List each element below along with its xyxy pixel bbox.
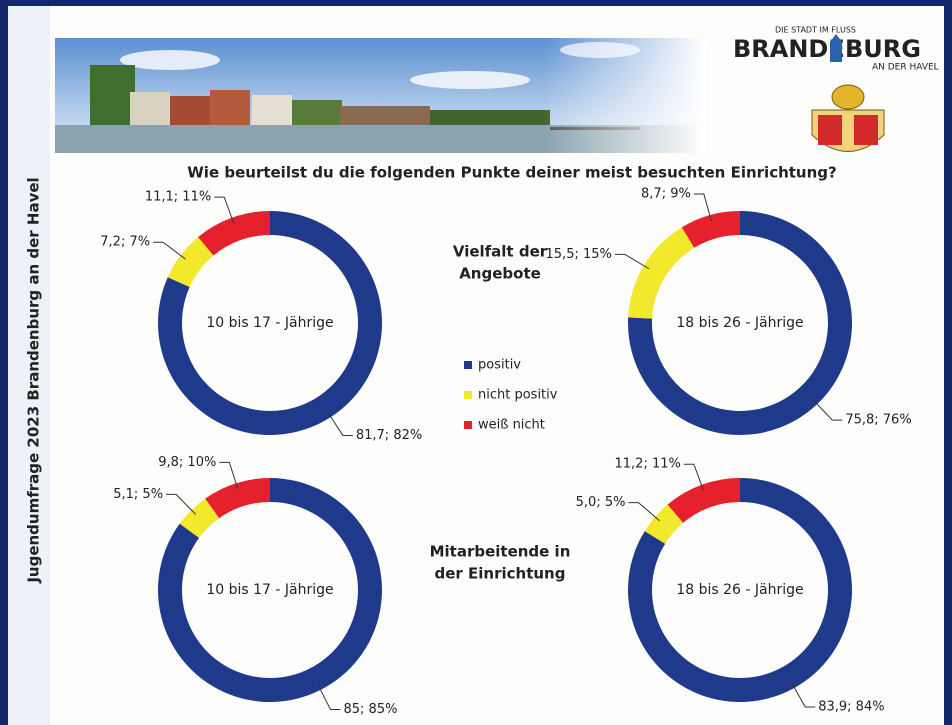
legend-swatch: [464, 361, 472, 369]
border-right: [944, 0, 952, 725]
legend-label: positiv: [478, 358, 521, 373]
center-label: 18 bis 26 - Jährige: [676, 582, 803, 598]
leader-line: [153, 241, 186, 260]
value-label: 11,2; 11%: [615, 457, 681, 472]
leader-line: [317, 684, 341, 711]
leader-line: [614, 253, 650, 270]
logo-name-end: BURG: [845, 35, 921, 63]
logo-name: BRANDE: [733, 35, 845, 63]
legend-label: weiß nicht: [478, 418, 545, 433]
leader-line: [214, 196, 235, 224]
section-label: Mitarbeitende in: [430, 543, 571, 561]
logo-tower: [830, 34, 842, 62]
donut-slice: [179, 498, 220, 538]
leader-line: [219, 461, 239, 490]
value-label: 15,5; 15%: [546, 247, 612, 262]
logo-subline: AN DER HAVEL: [872, 63, 939, 73]
leader-line: [791, 682, 816, 708]
center-label: 10 bis 17 - Jährige: [206, 315, 333, 331]
coat-of-arms: [811, 84, 885, 152]
value-label: 85; 85%: [344, 702, 398, 717]
leader-line: [812, 399, 843, 421]
donut-slice: [205, 478, 270, 519]
border-top: [0, 0, 952, 6]
value-label: 5,0; 5%: [576, 495, 626, 510]
donut-slice: [667, 478, 740, 523]
value-label: 7,2; 7%: [100, 235, 150, 250]
leader-line: [628, 502, 660, 522]
donut-slice: [628, 227, 695, 319]
logo-tagline: DIE STADT IM FLUSS: [775, 26, 856, 35]
sidebar: [8, 6, 50, 725]
value-label: 9,8; 10%: [158, 455, 216, 470]
section-label: Angebote: [459, 265, 541, 283]
donut-slice: [198, 211, 270, 256]
value-label: 81,7; 82%: [356, 428, 422, 443]
banner-photo: [55, 38, 705, 153]
legend: positiv nicht positiv weiß nicht: [464, 358, 558, 433]
value-label: 5,1; 5%: [113, 487, 163, 502]
value-label: 11,1; 11%: [145, 190, 211, 205]
sidebar-text: Jugendumfrage 2023 Brandenburg an der Ha…: [25, 177, 43, 583]
center-label: 10 bis 17 - Jährige: [206, 582, 333, 598]
border-left: [0, 0, 8, 725]
value-label: 75,8; 76%: [845, 413, 911, 428]
leader-line: [327, 411, 353, 436]
donut-slice: [644, 504, 684, 544]
legend-swatch: [464, 391, 472, 399]
center-label: 18 bis 26 - Jährige: [676, 315, 803, 331]
donut-slice: [167, 237, 214, 288]
donut-slice: [681, 211, 740, 248]
section-label: Vielfalt der: [453, 243, 548, 261]
leader-line: [166, 493, 197, 515]
value-label: 8,7; 9%: [641, 186, 691, 201]
legend-swatch: [464, 421, 472, 429]
section-label: der Einrichtung: [435, 565, 566, 583]
value-label: 83,9; 84%: [818, 700, 884, 715]
leader-line: [683, 463, 704, 491]
chart-title: Wie beurteilst du die folgenden Punkte d…: [187, 164, 836, 182]
legend-label: nicht positiv: [478, 388, 558, 403]
leader-line: [693, 193, 712, 222]
